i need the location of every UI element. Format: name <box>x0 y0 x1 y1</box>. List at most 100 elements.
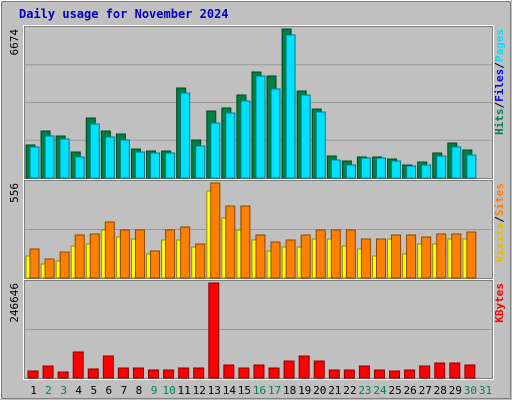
bar-kbytes-day-23 <box>358 365 370 379</box>
legend-entry: Sites <box>493 183 506 216</box>
bar-sites-day-20 <box>315 229 326 279</box>
x-tick-label: 19 <box>298 384 311 397</box>
bar-kbytes-day-12 <box>193 367 205 379</box>
bar-kbytes-day-17 <box>268 367 280 379</box>
x-tick-label: 30 <box>464 384 477 397</box>
bar-sites-day-4 <box>74 234 85 279</box>
bar-sites-day-8 <box>134 229 145 279</box>
x-tick-label: 4 <box>75 384 82 397</box>
bar-kbytes-day-10 <box>163 369 175 379</box>
bar-sites-day-12 <box>195 243 206 279</box>
x-tick-label: 22 <box>343 384 356 397</box>
legend-separator: / <box>493 62 506 69</box>
bar-files-day-9 <box>150 152 161 179</box>
bar-sites-day-5 <box>89 233 100 279</box>
legend-entry: KBytes <box>493 283 506 323</box>
x-tick-label: 26 <box>404 384 417 397</box>
bar-kbytes-day-11 <box>178 367 190 379</box>
bar-sites-day-2 <box>44 258 55 279</box>
bar-sites-day-30 <box>466 231 477 279</box>
x-tick-label: 17 <box>268 384 281 397</box>
bar-files-day-30 <box>466 154 477 179</box>
bar-sites-day-25 <box>391 234 402 279</box>
bar-kbytes-day-2 <box>42 365 54 379</box>
legend-entry: Pages <box>493 29 506 62</box>
bar-kbytes-day-7 <box>117 367 129 379</box>
bar-kbytes-day-3 <box>57 371 69 379</box>
max-value-label: 246646 <box>8 283 21 323</box>
bar-files-day-25 <box>391 160 402 179</box>
legend-separator: / <box>493 216 506 223</box>
bar-files-day-23 <box>360 157 371 179</box>
bar-sites-day-10 <box>165 229 176 279</box>
bar-files-day-21 <box>330 159 341 179</box>
max-value-label: 556 <box>8 183 21 203</box>
frame-shadow <box>1 1 511 399</box>
x-tick-label: 29 <box>449 384 462 397</box>
bar-files-day-8 <box>134 151 145 179</box>
x-tick-label: 13 <box>208 384 221 397</box>
bar-kbytes-day-13 <box>208 282 220 379</box>
bar-kbytes-day-8 <box>132 367 144 379</box>
bar-sites-day-27 <box>421 236 432 279</box>
bar-files-day-19 <box>300 94 311 179</box>
bar-files-day-18 <box>285 34 296 179</box>
bar-sites-day-24 <box>375 238 386 279</box>
max-value-label: 6674 <box>8 29 21 56</box>
x-tick-label: 20 <box>313 384 326 397</box>
legend-entry: Visits <box>493 223 506 263</box>
bar-sites-day-28 <box>436 233 447 279</box>
bar-kbytes-day-15 <box>238 367 250 379</box>
x-tick-label: 31 <box>479 384 492 397</box>
bar-kbytes-day-27 <box>419 365 431 379</box>
legend: Hits/Files/Pages <box>493 29 506 135</box>
bar-sites-day-22 <box>345 229 356 279</box>
bar-kbytes-day-26 <box>404 369 416 379</box>
bar-files-day-4 <box>74 156 85 179</box>
bar-sites-day-23 <box>360 238 371 279</box>
bar-sites-day-14 <box>225 205 236 279</box>
bar-files-day-12 <box>195 145 206 179</box>
panel-pages-files-hits: 6674 Hits/Files/Pages <box>8 25 506 180</box>
bar-files-day-22 <box>345 164 356 179</box>
bar-kbytes-day-20 <box>313 360 325 379</box>
bar-files-day-27 <box>421 164 432 179</box>
bar-sites-day-1 <box>29 248 40 279</box>
bar-files-day-20 <box>315 111 326 179</box>
x-tick-label: 25 <box>388 384 401 397</box>
legend-separator: / <box>493 102 506 109</box>
bar-sites-day-18 <box>285 239 296 279</box>
bar-sites-day-26 <box>406 234 417 279</box>
bar-files-day-14 <box>225 112 236 179</box>
bar-sites-day-9 <box>150 250 161 279</box>
bar-sites-day-6 <box>104 221 115 279</box>
legend-entry: Hits <box>493 109 506 136</box>
x-tick-label: 2 <box>45 384 52 397</box>
bar-kbytes-day-5 <box>87 368 99 379</box>
bar-files-day-26 <box>406 165 417 179</box>
x-tick-label: 9 <box>151 384 158 397</box>
bar-files-day-1 <box>29 146 40 179</box>
bar-files-day-7 <box>119 139 130 179</box>
bar-kbytes-day-21 <box>328 369 340 379</box>
bar-kbytes-day-25 <box>389 370 401 379</box>
x-tick-label: 8 <box>136 384 143 397</box>
bar-kbytes-day-22 <box>343 369 355 379</box>
legend: KBytes <box>493 283 506 323</box>
x-tick-label: 27 <box>419 384 432 397</box>
bar-sites-day-11 <box>180 226 191 279</box>
bar-kbytes-day-28 <box>434 362 446 379</box>
bar-kbytes-day-18 <box>283 360 295 379</box>
bar-kbytes-day-19 <box>298 355 310 379</box>
bar-sites-day-21 <box>330 229 341 279</box>
bar-kbytes-day-6 <box>102 355 114 379</box>
x-tick-label: 11 <box>178 384 191 397</box>
panel-visits-sites: 556 Visits/Sites <box>8 179 506 280</box>
bar-kbytes-day-30 <box>464 364 476 379</box>
bar-sites-day-7 <box>119 229 130 279</box>
bar-files-day-13 <box>210 122 221 179</box>
x-tick-label: 5 <box>90 384 97 397</box>
bar-kbytes-day-24 <box>373 369 385 379</box>
bar-files-day-11 <box>180 92 191 179</box>
